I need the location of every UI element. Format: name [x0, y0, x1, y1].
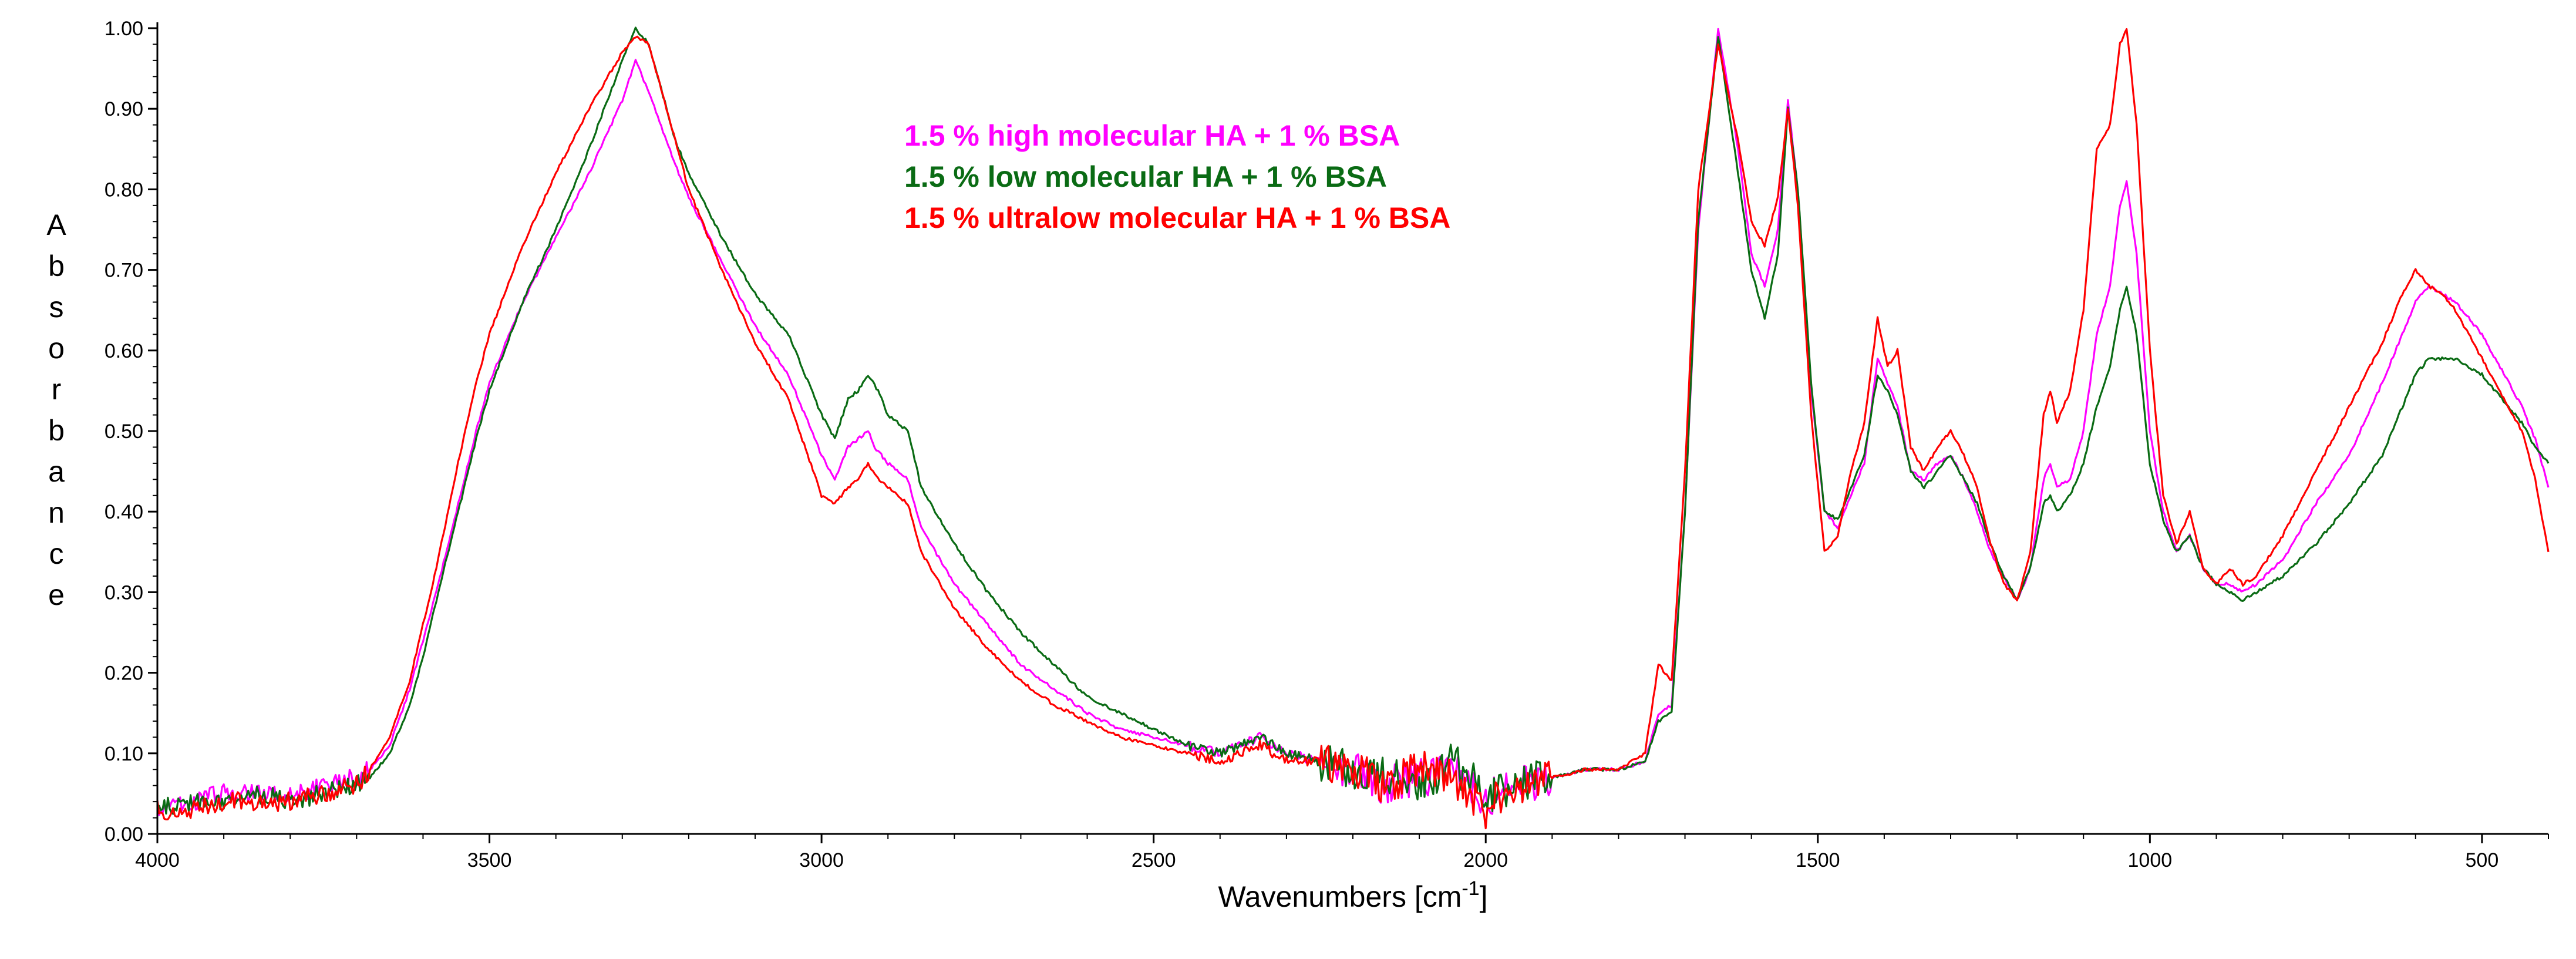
y-tick-label: 0.30 — [105, 581, 143, 604]
y-tick-label: 1.00 — [105, 18, 143, 40]
x-tick-label: 500 — [2466, 849, 2499, 871]
legend-entry-2: 1.5 % low molecular HA + 1 % BSA — [904, 160, 1387, 193]
x-tick-label: 1000 — [2128, 849, 2173, 871]
y-tick-label: 0.50 — [105, 420, 143, 443]
x-tick-label: 2000 — [1463, 849, 1508, 871]
y-tick-label: 0.20 — [105, 662, 143, 685]
y-tick-label: 0.10 — [105, 743, 143, 765]
y-tick-label: 0.60 — [105, 340, 143, 362]
axes-layer: 0.00 0.10 0.20 0.30 0.40 0.50 0.60 0.70 0.80 0.90… — [46, 18, 2549, 913]
x-tick-label: 4000 — [135, 849, 180, 871]
x-axis-title: Wavenumbers [cm-1] — [1218, 877, 1487, 913]
y-tick-label: 0.70 — [105, 260, 143, 282]
x-tick-label: 3000 — [799, 849, 844, 871]
legend-entry-3: 1.5 % ultralow molecular HA + 1 % BSA — [904, 201, 1450, 234]
x-tick-label: 3500 — [467, 849, 512, 871]
series-layer — [156, 26, 2550, 830]
x-tick-label: 2500 — [1132, 849, 1176, 871]
series-line-3 — [156, 28, 2550, 830]
y-tick-label: 0.00 — [105, 823, 143, 846]
y-tick-label: 0.40 — [105, 501, 143, 523]
legend-entry-1: 1.5 % high molecular HA + 1 % BSA — [904, 119, 1400, 152]
y-tick-label: 0.80 — [105, 179, 143, 201]
legend-layer: 1.5 % high molecular HA + 1 % BSA 1.5 % l… — [904, 119, 1450, 234]
y-tick-label: 0.90 — [105, 98, 143, 120]
x-tick-label: 1500 — [1796, 849, 1840, 871]
